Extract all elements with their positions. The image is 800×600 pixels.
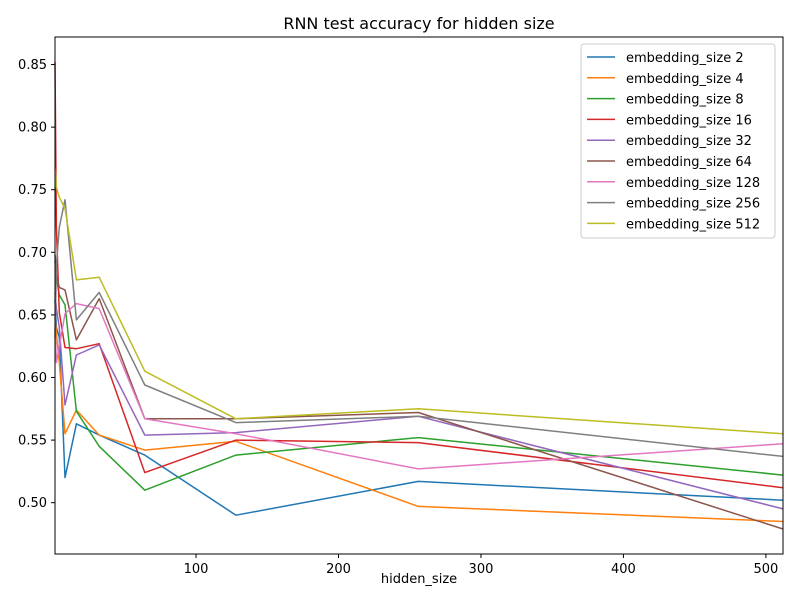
series-line-5 xyxy=(54,254,784,530)
series-line-2 xyxy=(54,261,784,491)
legend-label-6: embedding_size 128 xyxy=(626,176,760,191)
legend-label-3: embedding_size 16 xyxy=(626,113,752,128)
x-tick-label-2: 300 xyxy=(469,562,494,577)
chart-title: RNN test accuracy for hidden size xyxy=(283,14,554,33)
legend-label-4: embedding_size 32 xyxy=(626,134,752,149)
x-tick-label-0: 100 xyxy=(184,562,209,577)
y-tick-label-0: 0.50 xyxy=(18,496,47,511)
legend-label-0: embedding_size 2 xyxy=(626,51,744,66)
y-tick-label-3: 0.65 xyxy=(18,308,47,323)
legend-label-1: embedding_size 4 xyxy=(626,72,744,87)
x-tick-label-3: 400 xyxy=(611,562,636,577)
series-line-4 xyxy=(54,292,784,510)
plot-frame xyxy=(54,36,784,555)
legend-label-5: embedding_size 64 xyxy=(626,155,752,170)
legend-label-2: embedding_size 8 xyxy=(626,93,744,108)
plot-lines xyxy=(54,61,784,530)
x-axis-label: hidden_size xyxy=(381,572,457,587)
x-axis: 100 200 300 400 500 xyxy=(184,554,778,577)
legend: embedding_size 2 embedding_size 4 embeddin… xyxy=(580,43,776,239)
x-tick-label-1: 200 xyxy=(326,562,351,577)
x-tick-label-4: 500 xyxy=(753,562,778,577)
y-tick-label-5: 0.75 xyxy=(18,183,47,198)
series-line-1 xyxy=(54,317,784,523)
y-tick-label-7: 0.85 xyxy=(18,58,47,73)
series-line-7 xyxy=(54,198,784,458)
y-tick-label-6: 0.80 xyxy=(18,121,47,136)
y-axis: 0.50 0.55 0.60 0.65 0.70 0.75 0.80 0.85 xyxy=(18,58,55,511)
y-tick-label-1: 0.55 xyxy=(18,434,47,449)
legend-label-7: embedding_size 256 xyxy=(626,197,760,212)
legend-label-8: embedding_size 512 xyxy=(626,217,760,232)
series-line-8 xyxy=(54,167,784,435)
y-tick-label-2: 0.60 xyxy=(18,371,47,386)
y-tick-label-4: 0.70 xyxy=(18,246,47,261)
legend-frame xyxy=(580,43,776,239)
series-line-3 xyxy=(54,61,784,489)
